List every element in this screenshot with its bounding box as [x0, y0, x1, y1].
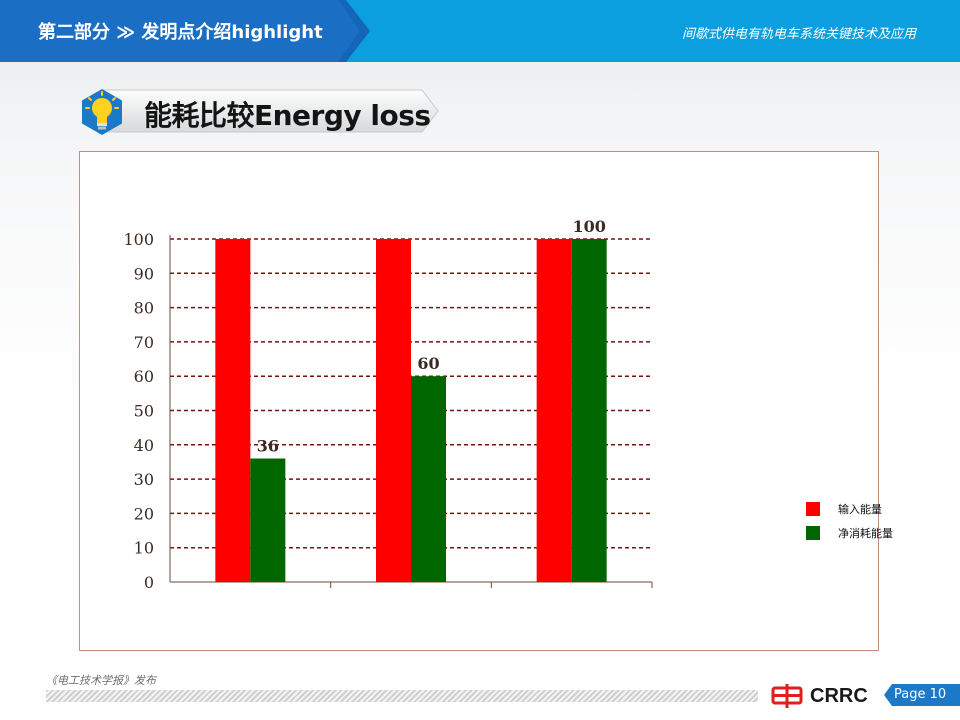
bar-input-3: [536, 239, 572, 582]
slide-title: 能耗比较Energy loss: [144, 99, 431, 132]
slide-title-box: 能耗比较Energy loss: [78, 86, 439, 136]
lightbulb-icon: [78, 88, 126, 136]
footer-stripe: [46, 690, 758, 702]
bar-net-2: [411, 376, 446, 582]
y-tick-label: 50: [134, 402, 154, 421]
chart-legend: 输入能量 净消耗能量: [806, 497, 893, 545]
chart-frame: 0 10 20 30 40 50 60 70 80 90 100 36 60 100 输入能量 净消耗能量: [79, 151, 893, 651]
crrc-logo: CRRC: [770, 684, 882, 708]
page-number-badge: Page 10: [884, 684, 960, 706]
data-label: 100: [572, 217, 605, 236]
crrc-logo-text: CRRC: [810, 685, 868, 707]
section-tab: 第二部分 ≫ 发明点介绍highlight: [0, 0, 372, 62]
legend-swatch-input: [806, 502, 820, 516]
page-number: Page 10: [894, 687, 947, 702]
legend-swatch-net: [806, 526, 820, 540]
bar-net-1: [250, 458, 286, 582]
y-tick-label: 60: [134, 367, 154, 386]
data-label: 60: [417, 354, 439, 373]
y-tick-label: 70: [134, 333, 154, 352]
y-tick-label: 100: [123, 230, 154, 249]
y-tick-label: 80: [134, 299, 154, 318]
bar-input-1: [215, 239, 251, 582]
y-tick-label: 0: [144, 573, 154, 592]
y-tick-label: 40: [134, 436, 154, 455]
bar-chart: 0 10 20 30 40 50 60 70 80 90 100 36 60 100: [123, 217, 653, 592]
bar-input-2: [376, 239, 411, 582]
y-tick-label: 20: [134, 504, 154, 523]
section-title: 第二部分 ≫ 发明点介绍highlight: [38, 22, 323, 43]
legend-item-input: 输入能量: [806, 497, 893, 521]
source-caption: 《电工技术学报》发布: [46, 674, 156, 687]
data-label: 36: [257, 437, 279, 456]
y-tick-label: 90: [134, 264, 154, 283]
y-tick-label: 30: [134, 470, 154, 489]
y-tick-label: 10: [134, 539, 154, 558]
document-title: 间歇式供电有轨电车系统关键技术及应用: [681, 27, 916, 42]
header-bar: 第二部分 ≫ 发明点介绍highlight 间歇式供电有轨电车系统关键技术及应用: [0, 0, 960, 62]
bar-net-3: [571, 239, 607, 582]
legend-item-net: 净消耗能量: [806, 521, 893, 545]
crrc-logo-icon: [771, 684, 803, 708]
legend-label-net: 净消耗能量: [838, 527, 893, 540]
legend-label-input: 输入能量: [838, 503, 882, 516]
